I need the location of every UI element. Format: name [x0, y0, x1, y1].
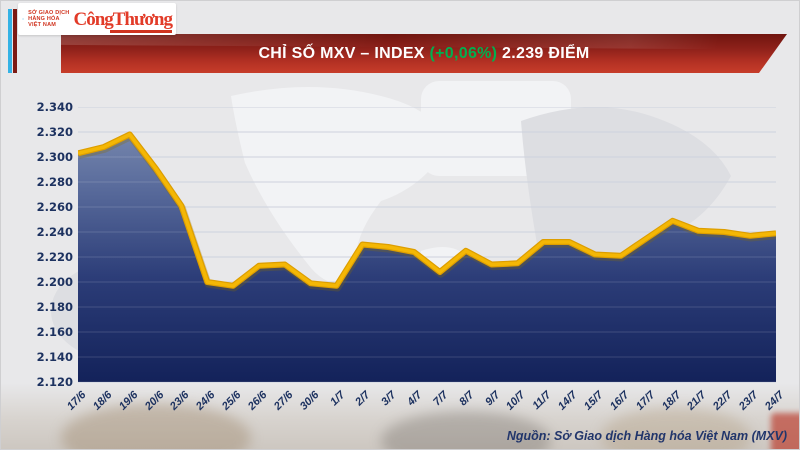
- y-tick-label: 2.220: [36, 250, 73, 264]
- title-prefix: CHỈ SỐ MXV – INDEX: [258, 44, 430, 62]
- y-tick-label: 2.140: [36, 350, 73, 364]
- y-tick-label: 2.340: [36, 100, 73, 114]
- y-tick-label: 2.320: [36, 125, 73, 139]
- mxv-chevrons-icon: [22, 18, 25, 20]
- index-line: [78, 132, 776, 288]
- y-tick-label: 2.260: [36, 200, 73, 214]
- title-index-value: 2.239 ĐIỂM: [497, 44, 590, 62]
- y-tick-label: 2.160: [36, 325, 73, 339]
- index-area-chart: [78, 107, 776, 383]
- logo-org-name: SỞ GIAO DỊCH HÀNG HÓA VIỆT NAM: [28, 10, 69, 28]
- source-attribution: Nguồn: Sở Giao dịch Hàng hóa Việt Nam (M…: [506, 429, 787, 443]
- logo-tagline-bar: [110, 29, 172, 33]
- photo-blob: [601, 407, 751, 449]
- logo-org-line: SỞ GIAO DỊCH: [28, 10, 70, 16]
- header-accent-stripe-red: [13, 9, 17, 73]
- y-tick-label: 2.180: [36, 300, 73, 314]
- logo-org-line: HÀNG HÓA: [28, 16, 60, 22]
- y-tick-label: 2.120: [36, 375, 73, 389]
- cong-thuong-logo: SỞ GIAO DỊCH HÀNG HÓA VIỆT NAM CôngThươn…: [18, 3, 176, 35]
- photo-blob: [771, 413, 799, 449]
- title-change-percent: (+0,06%): [429, 44, 498, 62]
- y-tick-label: 2.200: [36, 275, 73, 289]
- photo-strip-watermark: [1, 383, 799, 449]
- index-area-fill: [78, 134, 776, 382]
- chart-title: CHỈ SỐ MXV – INDEX (+0,06%) 2.239 ĐIỂM: [258, 45, 589, 63]
- chart-title-banner: CHỈ SỐ MXV – INDEX (+0,06%) 2.239 ĐIỂM: [61, 34, 787, 73]
- header-accent-stripe-cyan: [8, 9, 12, 73]
- logo-newspaper-name: CôngThương: [73, 10, 173, 33]
- y-tick-label: 2.240: [36, 225, 73, 239]
- y-tick-label: 2.280: [36, 175, 73, 189]
- logo-org-line: VIỆT NAM: [28, 22, 57, 28]
- y-tick-label: 2.300: [36, 150, 73, 164]
